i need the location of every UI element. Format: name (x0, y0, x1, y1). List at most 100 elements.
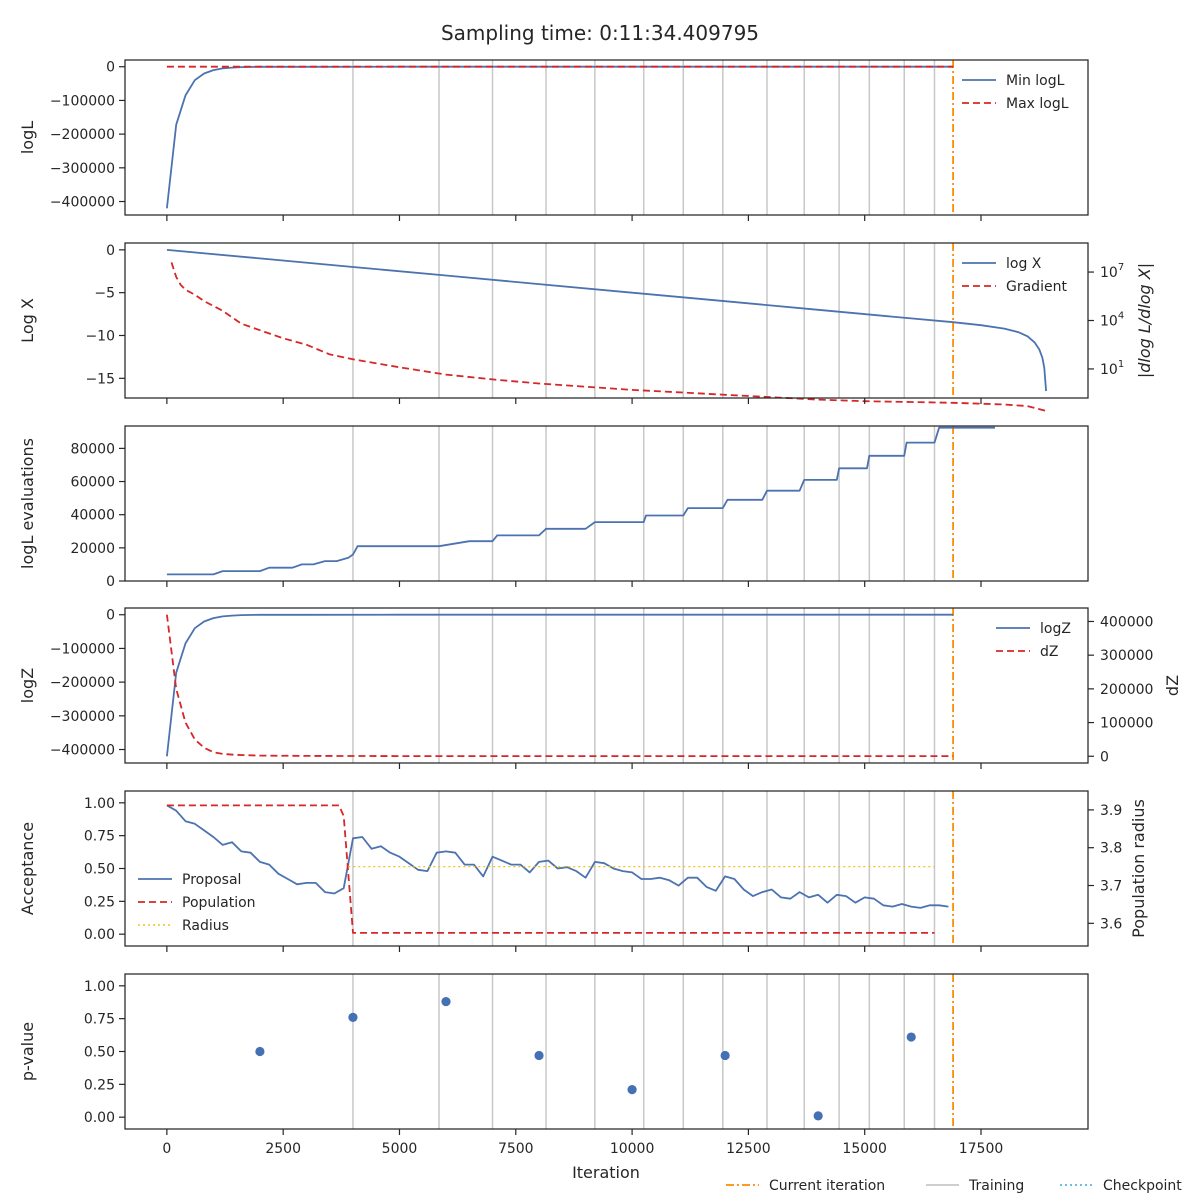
legend-acceptance: Proposal Population Radius (138, 872, 256, 934)
panel-logZ: 0 −100000 −200000 −300000 −400000 logZ 0 100000… (18, 607, 1182, 769)
y-tick-label: −5 (94, 286, 115, 302)
y-tick-label: −200000 (50, 675, 115, 691)
panel-acceptance: 0.00 0.25 0.50 0.75 1.00 Acceptance 3.6 3.7 3.8 3… (18, 790, 1148, 952)
right-y-axis-label: dZ (1163, 675, 1182, 696)
axes-frame (124, 59, 1089, 216)
y-tick-label: −200000 (50, 127, 115, 143)
right-y-tick-label: 200000 (1100, 682, 1153, 698)
y-tick-label: 0.00 (84, 1110, 115, 1126)
x-tick-label: 12500 (726, 1141, 771, 1157)
y-tick-label: −400000 (50, 195, 115, 211)
y-axis-label: Acceptance (18, 822, 37, 915)
p-value-point (627, 1084, 637, 1095)
legend-logZ: logZ dZ (996, 621, 1071, 660)
p-value-point (813, 1111, 823, 1121)
tick-exponent: 1 (1118, 359, 1124, 370)
y-tick-label: 0.50 (84, 862, 115, 878)
x-tick-label: 5000 (382, 1141, 418, 1157)
y-tick-label: 40000 (70, 508, 115, 524)
panel-evals: 0 20000 40000 60000 80000 logL evaluations (18, 425, 1089, 590)
right-y-tick-label: 104 (1100, 311, 1124, 330)
series-proposal (166, 804, 949, 909)
legend-label: Proposal (182, 872, 241, 888)
figure-legend-label: Checkpoint (1103, 1178, 1182, 1194)
x-tick-label: 7500 (498, 1141, 534, 1157)
figure-legend-label: Current iteration (769, 1178, 885, 1194)
y-tick-label: −100000 (50, 641, 115, 657)
right-y-tick-label: 0 (1100, 749, 1109, 765)
legend-logL: Min logL Max logL (962, 73, 1069, 112)
right-y-axis-label: |dlog L/dlog X| (1135, 263, 1154, 378)
series-log-x (166, 249, 1047, 392)
right-y-tick-label: 3.6 (1100, 916, 1122, 932)
series-logl-evaluations (166, 426, 995, 576)
x-tick-label: 10000 (610, 1141, 655, 1157)
y-tick-label: −100000 (50, 93, 115, 109)
series-population (166, 804, 935, 934)
p-value-point (255, 1046, 265, 1057)
legend-label: logZ (1040, 621, 1071, 637)
series-logz (166, 613, 954, 757)
series-min-logl (166, 65, 954, 209)
y-axis-label: Log X (18, 298, 37, 343)
y-tick-label: −15 (85, 371, 115, 387)
y-tick-label: 0.25 (84, 894, 115, 910)
y-tick-label: 80000 (70, 441, 115, 457)
legend-logX: log X Gradient (962, 256, 1067, 295)
right-y-tick-label: 3.9 (1100, 803, 1122, 819)
tick-exponent: 4 (1118, 311, 1124, 322)
x-tick-label: 0 (162, 1141, 171, 1157)
legend-label: dZ (1040, 644, 1058, 660)
y-tick-label: 0 (106, 574, 115, 590)
panel-logX: 0 −5 −10 −15 Log X 101 104 107 |dlog L/dlog X| lo… (18, 242, 1154, 412)
x-tick-label: 2500 (265, 1141, 301, 1157)
p-value-point (441, 996, 451, 1007)
right-y-axis-label: Population radius (1129, 799, 1148, 938)
panel-logL: 0 −100000 −200000 −300000 −400000 logL Min log… (18, 59, 1089, 221)
y-axis-label: p-value (18, 1022, 37, 1081)
right-y-tick-label: 3.8 (1100, 841, 1122, 857)
axes-frame (124, 973, 1089, 1130)
y-tick-label: 20000 (70, 541, 115, 557)
y-tick-label: −400000 (50, 743, 115, 759)
x-axis-label: Iteration (572, 1163, 640, 1182)
y-tick-label: 1.00 (84, 796, 115, 812)
y-tick-label: 0.75 (84, 1012, 115, 1028)
figure-legend: Current iteration Training Checkpoint (726, 1178, 1182, 1194)
y-tick-label: 0.50 (84, 1045, 115, 1061)
p-value-point (534, 1050, 544, 1061)
figure-title: Sampling time: 0:11:34.409795 (441, 21, 759, 45)
y-tick-label: 0.25 (84, 1077, 115, 1093)
series-dz (166, 614, 954, 757)
legend-label: Gradient (1006, 279, 1067, 295)
y-axis-label: logL (18, 121, 37, 154)
legend-label: Min logL (1006, 73, 1065, 89)
p-value-point (348, 1012, 358, 1022)
right-y-tick-label: 400000 (1100, 614, 1153, 630)
legend-label: Radius (182, 918, 229, 934)
y-axis-label: logL evaluations (18, 438, 37, 569)
legend-label: log X (1006, 256, 1042, 272)
y-tick-label: 0.75 (84, 829, 115, 845)
right-y-tick-label: 107 (1100, 262, 1124, 281)
y-tick-label: −10 (85, 328, 115, 344)
y-tick-label: 0 (106, 60, 115, 76)
right-y-tick-label: 3.7 (1100, 879, 1122, 895)
series-gradient (170, 262, 1047, 412)
y-tick-label: 0 (106, 608, 115, 624)
y-tick-label: 0 (106, 243, 115, 259)
legend-label: Population (182, 895, 256, 911)
y-tick-label: 0.00 (84, 927, 115, 943)
y-tick-label: −300000 (50, 709, 115, 725)
axes-frame (124, 607, 1089, 764)
y-tick-label: 60000 (70, 475, 115, 491)
axes-frame (124, 790, 1089, 947)
y-axis-label: logZ (18, 668, 37, 703)
p-value-point (906, 1032, 916, 1042)
right-y-tick-label: 300000 (1100, 648, 1153, 664)
x-tick-label: 17500 (959, 1141, 1004, 1157)
legend-label: Max logL (1006, 96, 1069, 112)
right-y-tick-label: 100000 (1100, 716, 1153, 732)
